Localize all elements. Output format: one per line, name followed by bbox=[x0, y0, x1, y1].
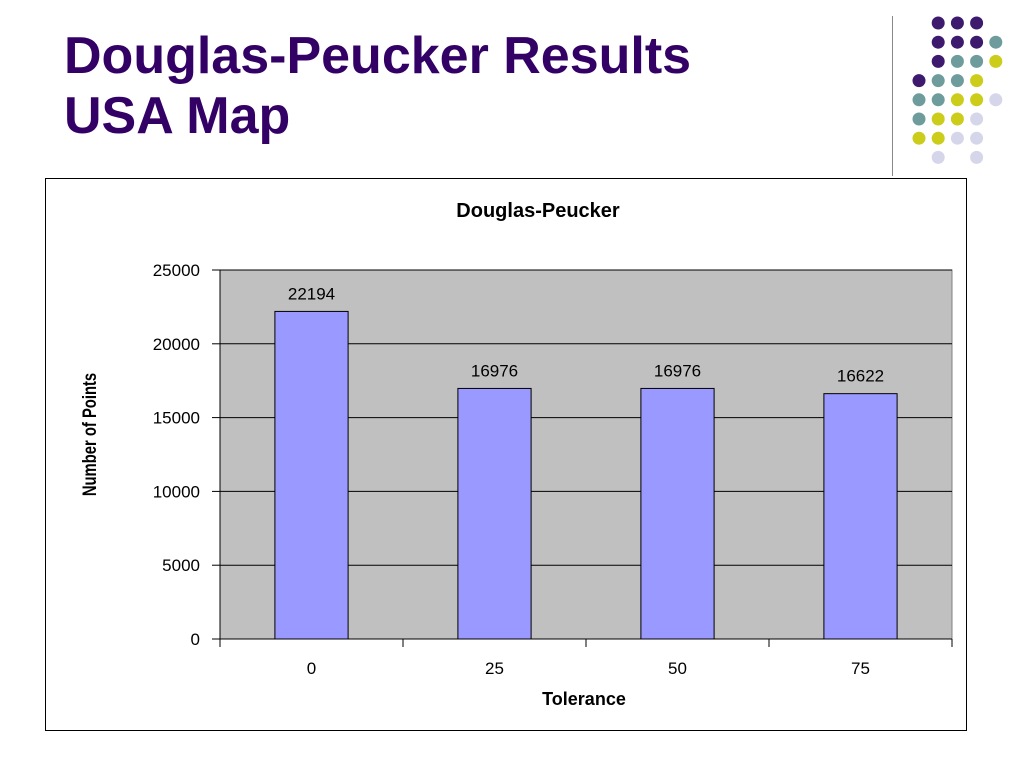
data-label: 16976 bbox=[654, 361, 701, 380]
decorative-dot-teal bbox=[950, 54, 964, 68]
decorative-dot-lavender bbox=[989, 93, 1003, 107]
chart-title: Douglas-Peucker bbox=[456, 200, 620, 222]
decorative-dot-teal bbox=[989, 35, 1003, 49]
y-tick-label: 5000 bbox=[162, 556, 200, 575]
y-tick-label: 10000 bbox=[153, 482, 200, 501]
y-tick-label: 20000 bbox=[153, 335, 200, 354]
bar-75 bbox=[823, 393, 898, 640]
decorative-dot-yellow bbox=[950, 93, 964, 107]
x-tick-label: 50 bbox=[668, 659, 687, 678]
bar-50 bbox=[640, 387, 715, 640]
divider-line bbox=[892, 16, 893, 176]
decorative-dot-purple bbox=[931, 54, 945, 68]
decorative-dot-purple bbox=[931, 35, 945, 49]
decorative-dot-purple bbox=[931, 16, 945, 30]
y-tick-label: 0 bbox=[191, 630, 200, 649]
x-tick-label: 25 bbox=[485, 659, 504, 678]
decorative-dot-yellow bbox=[912, 131, 926, 145]
decorative-dot-teal bbox=[912, 112, 926, 126]
decorative-dot-yellow bbox=[970, 93, 984, 107]
decorative-dot-lavender bbox=[950, 131, 964, 145]
decorative-dot-yellow bbox=[970, 74, 984, 88]
data-label: 22194 bbox=[288, 284, 335, 303]
data-label: 16976 bbox=[471, 361, 518, 380]
decorative-dot-teal bbox=[931, 74, 945, 88]
x-axis-label: Tolerance bbox=[542, 689, 626, 709]
slide-title: Douglas-Peucker Results USA Map bbox=[64, 26, 691, 146]
y-tick-label: 25000 bbox=[153, 261, 200, 280]
decorative-dot-yellow bbox=[931, 131, 945, 145]
decorative-dot-yellow bbox=[989, 54, 1003, 68]
decorative-dot-yellow bbox=[931, 112, 945, 126]
slide-title-line-2: USA Map bbox=[64, 87, 291, 145]
decorative-dot-purple bbox=[970, 16, 984, 30]
x-tick-label: 0 bbox=[307, 659, 316, 678]
decorative-dot-teal bbox=[950, 74, 964, 88]
decorative-dot-teal bbox=[970, 54, 984, 68]
decorative-dot-yellow bbox=[950, 112, 964, 126]
decorative-dot-teal bbox=[912, 93, 926, 107]
y-axis-label: Number of Points bbox=[79, 373, 100, 496]
decorative-dot-lavender bbox=[931, 150, 945, 164]
x-tick-label: 75 bbox=[851, 659, 870, 678]
data-label: 16622 bbox=[837, 367, 884, 386]
y-tick-label: 15000 bbox=[153, 409, 200, 428]
decorative-dot-lavender bbox=[970, 150, 984, 164]
decorative-dot-teal bbox=[931, 93, 945, 107]
decorative-dot-lavender bbox=[970, 131, 984, 145]
slide-title-line-1: Douglas-Peucker Results bbox=[64, 27, 692, 85]
bar-25 bbox=[457, 387, 532, 640]
bar-0 bbox=[274, 310, 349, 640]
decorative-dot-lavender bbox=[970, 112, 984, 126]
decorative-dot-purple bbox=[950, 35, 964, 49]
decorative-dot-purple bbox=[912, 74, 926, 88]
bar-chart: Douglas-Peucker Number of Points Toleran… bbox=[79, 200, 953, 709]
chart-frame: Douglas-Peucker Number of Points Toleran… bbox=[45, 178, 967, 731]
decorative-dot-purple bbox=[950, 16, 964, 30]
decorative-dot-purple bbox=[970, 35, 984, 49]
